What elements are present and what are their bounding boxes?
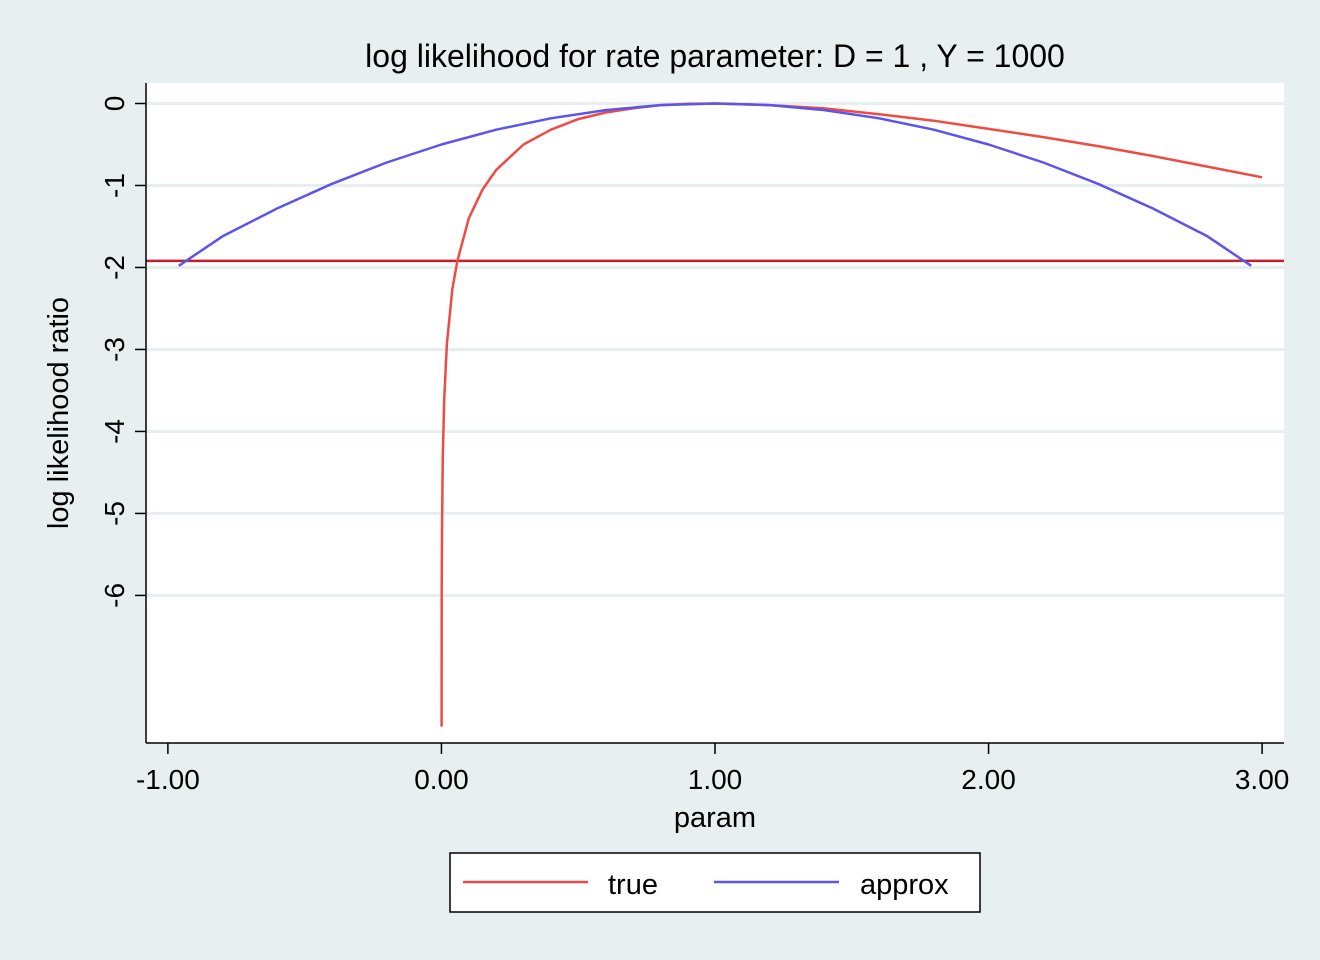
y-tick-label: -2 <box>99 255 130 280</box>
series-group <box>178 102 1263 727</box>
y-tick-label: -3 <box>99 337 130 362</box>
x-axis-title: param <box>674 802 756 834</box>
y-axis-title: log likelihood ratio <box>43 297 75 529</box>
x-tick-label: -1.00 <box>136 764 200 795</box>
x-tick-label: 0.00 <box>414 764 469 795</box>
x-tick-label: 1.00 <box>688 764 743 795</box>
x-tick-label: 2.00 <box>961 764 1016 795</box>
chart-title: log likelihood for rate parameter: D = 1… <box>365 38 1065 74</box>
y-tick-label: -5 <box>99 501 130 526</box>
y-tick-label: 0 <box>99 96 130 112</box>
legend: true approx <box>449 852 981 913</box>
plot-area <box>146 83 1284 743</box>
legend-label-approx: approx <box>860 869 949 901</box>
y-tick-label: -1 <box>99 173 130 198</box>
legend-label-true: true <box>608 869 658 901</box>
x-ticks: -1.00 0.00 1.00 2.00 3.00 <box>136 743 1289 795</box>
y-tick-label: -4 <box>99 419 130 444</box>
grid <box>146 101 1284 597</box>
x-tick-label: 3.00 <box>1235 764 1290 795</box>
series-line-true <box>440 102 1263 727</box>
y-ticks: 0 -1 -2 -3 -4 -5 -6 <box>99 96 146 608</box>
series-line-approx <box>178 102 1252 267</box>
y-tick-label: -6 <box>99 583 130 608</box>
